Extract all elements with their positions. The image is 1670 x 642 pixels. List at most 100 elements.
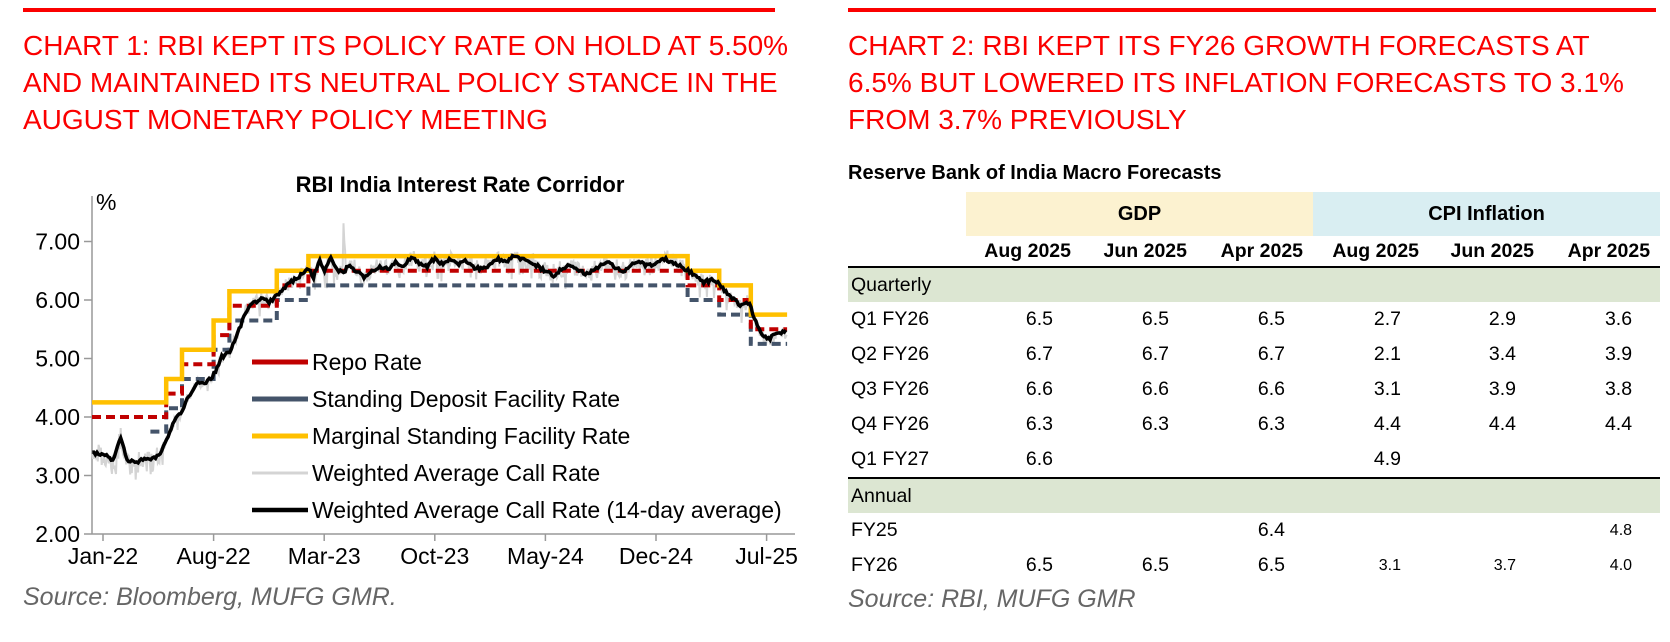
table-cell: 4.0	[1609, 556, 1633, 574]
source-note-right: Source: RBI, MUFG GMR	[848, 585, 1136, 613]
table-cell: 6.5	[1257, 554, 1286, 576]
table-cell	[1429, 513, 1544, 548]
legend-label: Repo Rate	[312, 349, 422, 375]
table-row: Q1 FY27 6.6 4.9	[848, 442, 1661, 479]
table-cell: 6.5	[1025, 308, 1053, 330]
table-cell: 3.1	[1378, 556, 1402, 574]
y-tick-label: 2.00	[35, 521, 80, 547]
table-column-header-row: Aug 2025 Jun 2025 Apr 2025 Aug 2025 Jun 2025…	[848, 236, 1661, 268]
source-note-left: Source: Bloomberg, MUFG GMR.	[23, 583, 397, 611]
legend-label: Weighted Average Call Rate	[312, 460, 600, 486]
table-row: Q1 FY26 6.5 6.5 6.5 2.7 2.9 3.6	[848, 302, 1660, 337]
row-label: FY25	[851, 519, 898, 541]
x-tick-label: Dec-24	[619, 543, 693, 569]
table-group-header-row: GDP CPI Inflation	[848, 192, 1661, 236]
table-cell: 6.3	[1257, 413, 1286, 435]
row-label: Q4 FY26	[851, 413, 930, 435]
red-divider-rule-right	[848, 8, 1656, 12]
legend-background	[246, 346, 824, 528]
table-cell: 3.9	[1488, 378, 1517, 400]
table-column-header: Jun 2025	[1081, 236, 1197, 268]
table-cell: 6.6	[1257, 378, 1286, 400]
series-repo-rate	[92, 268, 788, 419]
table-cell: 6.7	[1141, 343, 1169, 365]
table-cell: 3.9	[1604, 343, 1633, 365]
table-cell	[1081, 442, 1197, 479]
table-cell: 4.8	[1609, 521, 1633, 539]
table-cell: 6.3	[1025, 413, 1053, 435]
table-column-header: Aug 2025	[1313, 236, 1430, 268]
table-group-header-gdp: GDP	[966, 192, 1314, 236]
x-tick-label: Mar-23	[288, 543, 361, 569]
table-cell: 6.5	[1141, 554, 1169, 576]
series-standing-deposit-facility-rate	[150, 283, 788, 434]
macro-forecast-table: Reserve Bank of India Macro Forecasts GD…	[848, 162, 1661, 583]
legend-label: Standing Deposit Facility Rate	[312, 386, 620, 412]
y-tick-label: 5.00	[35, 346, 80, 372]
chart1-heading: CHART 1: RBI KEPT ITS POLICY RATE ON HOL…	[23, 30, 789, 135]
table-cell: 4.4	[1488, 413, 1517, 435]
y-tick-label: 4.00	[35, 404, 80, 430]
table-cell: 6.4	[1257, 519, 1286, 541]
rate-corridor-chart-svg: 2.00 3.00 4.00 5.00 6.00 7.00 Jan-22 Aug-22 Mar-…	[35, 172, 824, 569]
table-cell: 6.5	[1141, 308, 1169, 330]
table-cell	[1313, 513, 1429, 548]
row-label: Q1 FY26	[851, 308, 930, 330]
table-cell: 2.7	[1373, 308, 1402, 330]
x-tick-label: May-24	[507, 543, 584, 569]
legend-label: Weighted Average Call Rate (14-day avera…	[312, 497, 782, 523]
table-cell: 3.6	[1604, 308, 1633, 330]
table-cell	[1197, 442, 1314, 479]
table-corner-cell	[848, 192, 966, 236]
table-cell: 6.6	[1141, 378, 1169, 400]
table-row: Q3 FY26 6.6 6.6 6.6 3.1 3.9 3.8	[848, 372, 1660, 407]
section-label: Annual	[848, 478, 1661, 513]
section-row: Annual	[848, 478, 1661, 513]
table-cell: 6.6	[1025, 378, 1053, 400]
table-cell: 6.3	[1141, 413, 1169, 435]
chart2-heading: CHART 2: RBI KEPT ITS FY26 GROWTH FORECA…	[848, 30, 1624, 135]
row-label: FY26	[851, 554, 898, 576]
table-cell: 6.6	[966, 442, 1081, 479]
table-cell: 3.4	[1488, 343, 1517, 365]
section-row: Quarterly	[848, 267, 1661, 302]
red-divider-rule-left	[23, 8, 775, 12]
table-column-header: Aug 2025	[966, 236, 1081, 268]
forecast-table: GDP CPI Inflation Aug 2025 Jun 2025 Apr 2025…	[848, 192, 1661, 583]
table-title: Reserve Bank of India Macro Forecasts	[848, 162, 1222, 184]
y-tick-label: 7.00	[35, 229, 80, 255]
x-tick-label: Aug-22	[177, 543, 251, 569]
table-row: Q4 FY26 6.3 6.3 6.3 4.4 4.4 4.4	[848, 407, 1660, 442]
table-cell	[1544, 442, 1661, 479]
table-corner-cell	[848, 236, 966, 268]
table-cell: 4.9	[1313, 442, 1430, 479]
table-row: FY26 6.5 6.5 6.5 3.1 3.7 4.0	[848, 548, 1660, 583]
y-tick-label: 6.00	[35, 287, 80, 313]
rate-corridor-chart: 2.00 3.00 4.00 5.00 6.00 7.00 Jan-22 Aug-22 Mar-…	[0, 158, 835, 588]
y-tick-label: 3.00	[35, 463, 80, 489]
x-tick-label: Jul-25	[735, 543, 798, 569]
row-label: Q3 FY26	[851, 378, 930, 400]
table-row: Q2 FY26 6.7 6.7 6.7 2.1 3.4 3.9	[848, 337, 1660, 372]
x-tick-label: Jan-22	[68, 543, 138, 569]
table-column-header: Apr 2025	[1544, 236, 1661, 268]
table-cell: 6.5	[1257, 308, 1286, 330]
table-cell: 6.7	[1025, 343, 1053, 365]
table-cell: 2.1	[1373, 343, 1402, 365]
chart-title: RBI India Interest Rate Corridor	[296, 172, 625, 197]
legend-label: Marginal Standing Facility Rate	[312, 423, 630, 449]
table-cell: 2.9	[1488, 308, 1517, 330]
y-axis-unit-label: %	[96, 189, 116, 215]
table-cell: 6.5	[1025, 554, 1053, 576]
x-tick-label: Oct-23	[400, 543, 469, 569]
table-cell: 6.7	[1257, 343, 1286, 365]
row-label: Q1 FY27	[848, 442, 966, 479]
section-label: Quarterly	[848, 267, 1661, 302]
table-cell: 3.1	[1373, 378, 1402, 400]
table-cell: 4.4	[1373, 413, 1402, 435]
table-cell: 4.4	[1604, 413, 1633, 435]
row-label: Q2 FY26	[851, 343, 930, 365]
table-cell	[966, 513, 1081, 548]
table-cell: 3.8	[1604, 378, 1633, 400]
table-column-header: Apr 2025	[1197, 236, 1314, 268]
